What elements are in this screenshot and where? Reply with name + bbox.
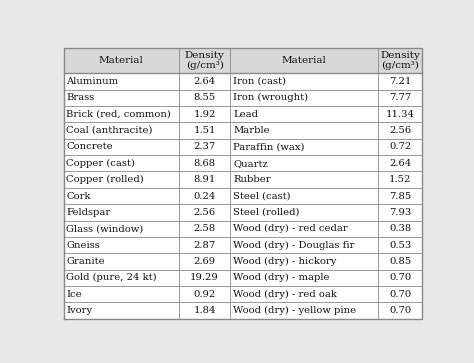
Bar — [64, 48, 422, 73]
Text: Density
(g/cm³): Density (g/cm³) — [185, 51, 225, 70]
Text: 0.85: 0.85 — [389, 257, 411, 266]
Text: Rubber: Rubber — [233, 175, 271, 184]
Text: Quartz: Quartz — [233, 159, 268, 168]
Text: Copper (cast): Copper (cast) — [66, 159, 135, 168]
Text: Density
(g/cm³): Density (g/cm³) — [380, 51, 420, 70]
Text: Brass: Brass — [66, 93, 94, 102]
Text: 11.34: 11.34 — [386, 110, 415, 119]
Text: Gold (pure, 24 kt): Gold (pure, 24 kt) — [66, 273, 157, 282]
Text: 0.53: 0.53 — [389, 241, 411, 250]
Text: 7.85: 7.85 — [389, 192, 411, 200]
Text: Wood (dry) - red oak: Wood (dry) - red oak — [233, 290, 337, 299]
Text: Coal (anthracite): Coal (anthracite) — [66, 126, 153, 135]
Text: 8.91: 8.91 — [193, 175, 216, 184]
Text: Ice: Ice — [66, 290, 82, 299]
Text: 0.38: 0.38 — [389, 224, 411, 233]
Text: Wood (dry) - Douglas fir: Wood (dry) - Douglas fir — [233, 241, 355, 250]
Text: 0.70: 0.70 — [389, 290, 411, 299]
Text: Ivory: Ivory — [66, 306, 92, 315]
Text: Material: Material — [99, 56, 144, 65]
Text: Lead: Lead — [233, 110, 258, 119]
Text: 0.92: 0.92 — [193, 290, 216, 299]
Text: 2.56: 2.56 — [389, 126, 411, 135]
Text: Material: Material — [282, 56, 327, 65]
Text: Feldspar: Feldspar — [66, 208, 110, 217]
Text: 2.69: 2.69 — [193, 257, 216, 266]
Text: 2.64: 2.64 — [193, 77, 216, 86]
Text: Iron (wrought): Iron (wrought) — [233, 93, 308, 102]
Text: Cork: Cork — [66, 192, 91, 200]
Text: 19.29: 19.29 — [190, 273, 219, 282]
Text: 2.56: 2.56 — [193, 208, 216, 217]
Text: 8.55: 8.55 — [193, 93, 216, 102]
Text: 2.87: 2.87 — [193, 241, 216, 250]
Text: Wood (dry) - hickory: Wood (dry) - hickory — [233, 257, 337, 266]
Text: 1.52: 1.52 — [389, 175, 411, 184]
Text: Glass (window): Glass (window) — [66, 224, 144, 233]
Text: Concrete: Concrete — [66, 142, 113, 151]
Text: 8.68: 8.68 — [193, 159, 216, 168]
Text: Copper (rolled): Copper (rolled) — [66, 175, 144, 184]
Text: 7.93: 7.93 — [389, 208, 411, 217]
Text: 0.70: 0.70 — [389, 306, 411, 315]
Text: 7.77: 7.77 — [389, 93, 411, 102]
Text: Wood (dry) - maple: Wood (dry) - maple — [233, 273, 329, 282]
Text: 1.92: 1.92 — [193, 110, 216, 119]
Text: Paraffin (wax): Paraffin (wax) — [233, 142, 304, 151]
Text: 1.84: 1.84 — [193, 306, 216, 315]
Text: Gneiss: Gneiss — [66, 241, 100, 250]
Text: Iron (cast): Iron (cast) — [233, 77, 286, 86]
Text: 7.21: 7.21 — [389, 77, 411, 86]
Text: 0.70: 0.70 — [389, 273, 411, 282]
Text: Granite: Granite — [66, 257, 105, 266]
Text: Marble: Marble — [233, 126, 270, 135]
Text: Steel (rolled): Steel (rolled) — [233, 208, 300, 217]
Text: Aluminum: Aluminum — [66, 77, 118, 86]
Text: Steel (cast): Steel (cast) — [233, 192, 291, 200]
Text: 0.24: 0.24 — [193, 192, 216, 200]
Text: Brick (red, common): Brick (red, common) — [66, 110, 171, 119]
Text: Wood (dry) - red cedar: Wood (dry) - red cedar — [233, 224, 348, 233]
Text: 2.58: 2.58 — [193, 224, 216, 233]
Text: 1.51: 1.51 — [193, 126, 216, 135]
Text: 2.37: 2.37 — [193, 142, 216, 151]
Text: 0.72: 0.72 — [389, 142, 411, 151]
Text: Wood (dry) - yellow pine: Wood (dry) - yellow pine — [233, 306, 356, 315]
Text: 2.64: 2.64 — [389, 159, 411, 168]
